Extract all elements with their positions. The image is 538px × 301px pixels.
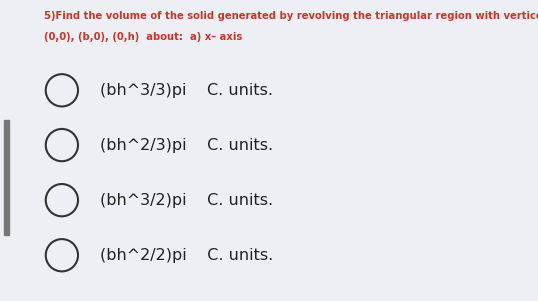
Text: (bh^2/2)pi    C. units.: (bh^2/2)pi C. units. xyxy=(100,248,273,263)
Text: 5)Find the volume of the solid generated by revolving the triangular region with: 5)Find the volume of the solid generated… xyxy=(44,11,538,20)
Text: (bh^2/3)pi    C. units.: (bh^2/3)pi C. units. xyxy=(100,138,273,153)
Text: (bh^3/2)pi    C. units.: (bh^3/2)pi C. units. xyxy=(100,193,273,208)
Text: (0,0), (b,0), (0,h)  about:  a) x– axis: (0,0), (b,0), (0,h) about: a) x– axis xyxy=(44,32,242,42)
Bar xyxy=(4,120,9,235)
Text: (bh^3/3)pi    C. units.: (bh^3/3)pi C. units. xyxy=(100,83,273,98)
